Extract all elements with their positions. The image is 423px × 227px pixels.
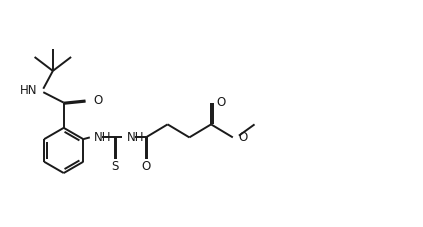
Text: O: O: [141, 160, 151, 173]
Text: HN: HN: [20, 84, 38, 97]
Text: O: O: [217, 96, 226, 109]
Text: O: O: [93, 94, 102, 107]
Text: O: O: [239, 131, 248, 144]
Text: NH: NH: [94, 131, 112, 144]
Text: S: S: [111, 160, 118, 173]
Text: NH: NH: [127, 131, 144, 144]
